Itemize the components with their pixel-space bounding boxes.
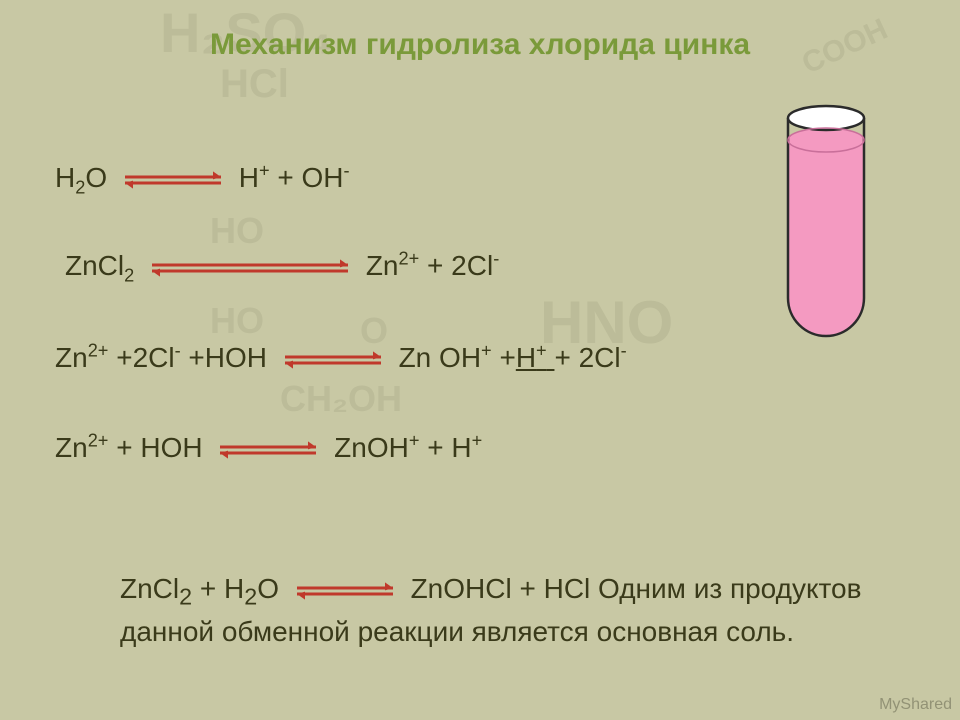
eq3-right: Zn OH+ +H+ + 2Cl-: [399, 342, 627, 373]
equilibrium-arrow-icon: [283, 349, 383, 371]
eq4-left: Zn2+ + HOH: [55, 432, 203, 463]
eq5-left: ZnCl2 + H2O: [120, 573, 279, 604]
equation-1: H2O H+ + OH-: [55, 160, 350, 201]
eq2-left: ZnCl2: [65, 250, 134, 281]
eq1-right: H+ + OH-: [239, 162, 350, 193]
equilibrium-arrow-icon: [218, 439, 318, 461]
eq2-right: Zn2+ + 2Cl-: [366, 250, 499, 281]
equation-3: Zn2+ +2Cl- +HOH Zn OH+ +H+ + 2Cl-: [55, 340, 627, 377]
eq3-left: Zn2+ +2Cl- +HOH: [55, 342, 267, 373]
slide-title: Механизм гидролиза хлорида цинка: [0, 28, 960, 62]
equilibrium-arrow-icon: [150, 257, 350, 279]
equilibrium-arrow-icon: [123, 169, 223, 191]
equilibrium-arrow-icon: [295, 580, 395, 602]
watermark-text: MyShared: [879, 696, 952, 714]
eq4-right: ZnOH+ + H+: [334, 432, 482, 463]
equation-4: Zn2+ + HOH ZnOH+ + H+: [55, 430, 482, 467]
bg-formula: HO: [210, 300, 264, 342]
eq5-right: ZnOHCl: [411, 573, 512, 604]
bg-formula: HO: [210, 210, 264, 252]
bg-formula: CH₂OH: [280, 378, 402, 420]
test-tube-illustration: [772, 98, 882, 363]
conclusion-line: ZnCl2 + H2O ZnOHCl + HCl Одним из продук…: [120, 570, 880, 651]
eq1-left: H2O: [55, 162, 107, 193]
bg-formula: HCl: [220, 62, 289, 107]
equation-2: ZnCl2 Zn2+ + 2Cl-: [65, 248, 499, 289]
